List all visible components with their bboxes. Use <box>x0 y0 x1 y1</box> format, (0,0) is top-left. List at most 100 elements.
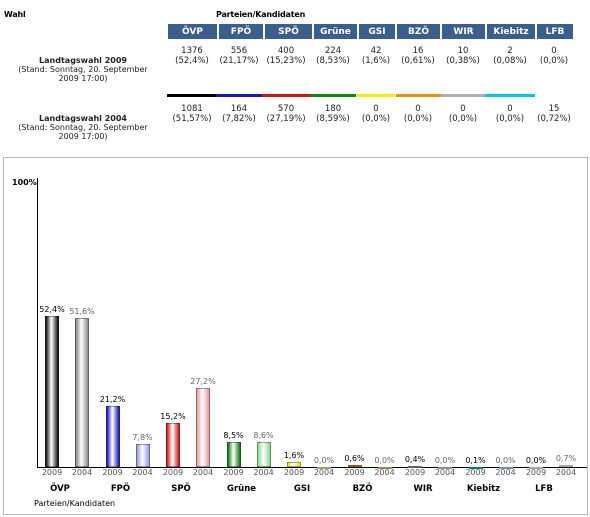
vote-count: 0 <box>460 104 466 114</box>
vote-cell: 1081 (51,57%) <box>162 104 222 124</box>
year-label: 2004 <box>374 468 395 477</box>
vote-percent: (7,82%) <box>222 114 256 124</box>
vote-cell: 2 (0,08%) <box>480 46 540 66</box>
vote-cell: 42 (1,6%) <box>346 46 406 66</box>
vote-cell: 0 (0,0%) <box>346 104 406 124</box>
bar-2009[interactable] <box>45 315 59 467</box>
year-label: 2004 <box>313 468 335 477</box>
vote-cell: 180 (8,59%) <box>303 104 363 124</box>
row-subtitle: (Stand: Sonntag, 20. September <box>18 123 148 132</box>
bar-2004[interactable] <box>317 466 331 469</box>
row-subtitle: (Stand: Sonntag, 20. September <box>18 65 148 74</box>
vote-cell: 1376 (52,4%) <box>162 46 222 66</box>
bar-2009[interactable] <box>408 465 422 468</box>
bar-value-label: 0,0% <box>313 455 335 465</box>
vote-count: 0 <box>551 46 557 56</box>
vote-count: 164 <box>230 104 248 114</box>
vote-count: 42 <box>370 46 382 56</box>
bar-2009[interactable] <box>226 442 241 467</box>
col-wir[interactable]: WIR <box>442 24 485 39</box>
bar-chart: 100% 52,4% 2009 51,6% 2004 ÖVP 21,2% 2009 7,8% 2… <box>3 157 588 515</box>
row-subtitle-time: 2009 17:00) <box>58 74 108 83</box>
bar-2004[interactable] <box>196 388 210 467</box>
bar-2009[interactable] <box>287 462 301 467</box>
vote-count: 0 <box>507 104 513 114</box>
party-color-strip <box>216 94 262 97</box>
vote-cell: 224 (8,53%) <box>303 46 363 66</box>
year-label: 2004 <box>253 468 274 477</box>
col-gsi[interactable]: GSI <box>359 24 395 39</box>
vote-cell: 0 (0,0%) <box>480 104 540 124</box>
bar-value-label: 27,2% <box>190 377 216 387</box>
y-axis <box>37 178 38 468</box>
vote-count: 0 <box>415 104 421 114</box>
bar-value-label: 8,5% <box>223 431 244 441</box>
bar-value-label: 0,7% <box>555 453 577 463</box>
category-label: SPÖ <box>171 484 191 494</box>
bar-value-label: 21,2% <box>99 394 126 404</box>
vote-cell: 556 (21,17%) <box>209 46 269 66</box>
category-label: BZÖ <box>352 484 373 494</box>
party-color-strip <box>310 94 356 97</box>
bar-2009[interactable] <box>105 405 120 467</box>
vote-cell: 0 (0,0%) <box>433 104 493 124</box>
category-label: Grüne <box>226 484 257 494</box>
vote-count: 0 <box>373 104 379 114</box>
vote-cell: 0 (0,0%) <box>388 104 448 124</box>
vote-percent: (52,4%) <box>175 56 209 66</box>
bar-value-label: 51,6% <box>69 306 95 316</box>
vote-percent: (0,38%) <box>446 56 480 66</box>
bar-value-label: 0,1% <box>465 455 486 465</box>
year-label: 2004 <box>71 468 93 477</box>
vote-percent: (8,59%) <box>316 114 350 124</box>
vote-count: 224 <box>324 46 342 56</box>
party-color-strip <box>440 94 486 97</box>
vote-count: 16 <box>412 46 424 56</box>
vote-percent: (1,6%) <box>361 56 391 66</box>
col-kiebitz[interactable]: Kiebitz <box>487 24 535 39</box>
bar-value-label: 8,6% <box>253 431 274 441</box>
bar-2009[interactable] <box>166 423 180 467</box>
vote-percent: (0,0%) <box>539 56 569 66</box>
year-label: 2009 <box>344 468 365 477</box>
col-gruene[interactable]: Grüne <box>314 24 357 39</box>
year-label: 2004 <box>555 468 577 477</box>
party-color-strip <box>261 94 311 97</box>
bar-2004[interactable] <box>256 442 271 467</box>
vote-percent: (51,57%) <box>172 114 212 124</box>
vote-cell: 164 (7,82%) <box>209 104 269 124</box>
category-label: Kiebitz <box>466 484 501 494</box>
bar-2004[interactable] <box>498 466 513 469</box>
year-label: 2009 <box>465 468 486 477</box>
bar-value-label: 0,0% <box>434 455 456 465</box>
col-lfb[interactable]: LFB <box>537 24 573 39</box>
y-axis-top-label: 100% <box>12 178 37 187</box>
vote-cell: 570 (27,19%) <box>256 104 316 124</box>
vote-percent: (8,53%) <box>316 56 350 66</box>
vote-count: 10 <box>457 46 469 56</box>
bar-value-label: 1,6% <box>283 451 305 461</box>
bar-value-label: 0,0% <box>525 455 547 465</box>
bar-2004[interactable] <box>75 317 89 467</box>
vote-cell: 400 (15,23%) <box>256 46 316 66</box>
bar-2009[interactable] <box>347 465 362 468</box>
vote-percent: (0,0%) <box>495 114 525 124</box>
bar-2004[interactable] <box>135 444 150 467</box>
col-oevp[interactable]: ÖVP <box>168 24 217 39</box>
bar-2009[interactable] <box>529 466 543 469</box>
row-label-2004: Landtagswahl 2004 (Stand: Sonntag, 20. S… <box>0 114 166 141</box>
col-bzoe[interactable]: BZÖ <box>397 24 440 39</box>
col-spoe[interactable]: SPÖ <box>265 24 312 39</box>
bar-value-label: 0,0% <box>495 455 516 465</box>
year-label: 2009 <box>283 468 305 477</box>
row-subtitle-time: 2009 17:00) <box>58 132 108 141</box>
x-axis <box>37 467 587 468</box>
parties-header: Parteien/Kandidaten <box>216 10 306 19</box>
row-title: Landtagswahl 2004 <box>39 114 127 123</box>
col-fpoe[interactable]: FPÖ <box>219 24 263 39</box>
bar-2009[interactable] <box>468 466 483 469</box>
bar-2004[interactable] <box>559 464 573 467</box>
vote-percent: (27,19%) <box>266 114 306 124</box>
bar-2004[interactable] <box>377 466 392 469</box>
bar-2004[interactable] <box>438 466 452 469</box>
